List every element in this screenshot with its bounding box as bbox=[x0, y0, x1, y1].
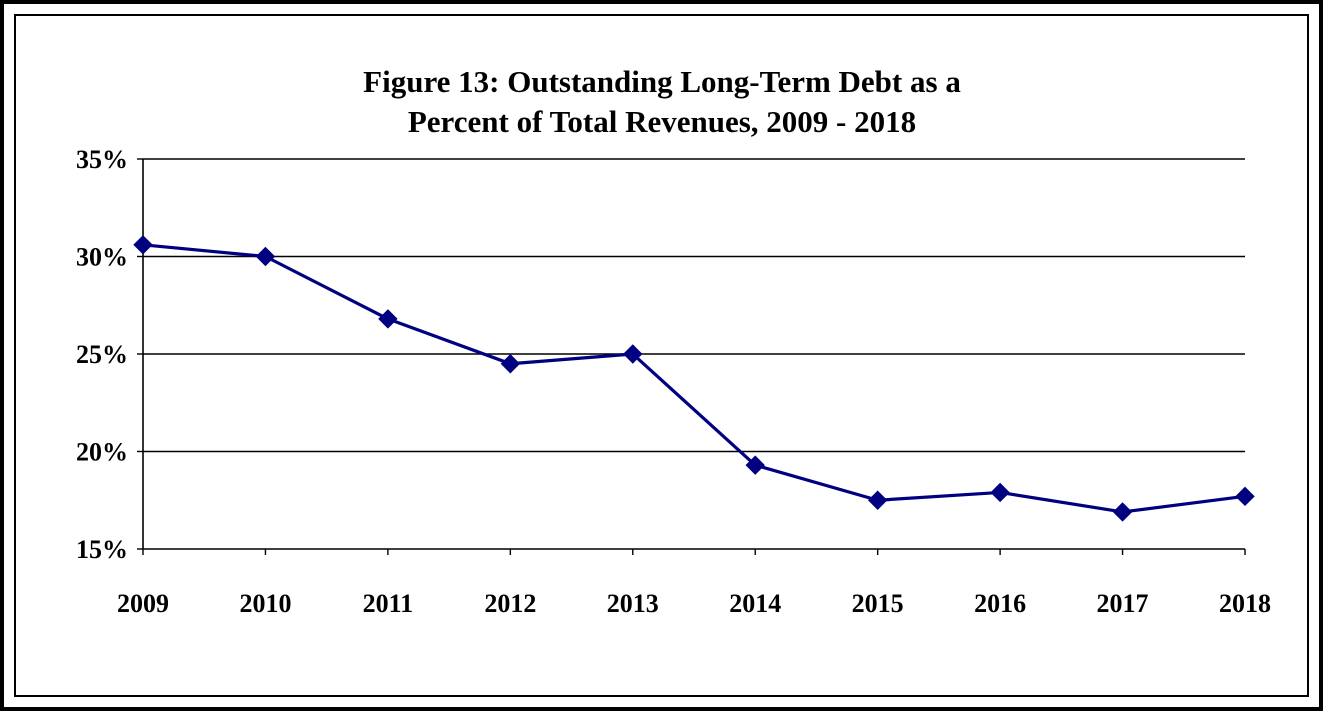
gridlines bbox=[143, 158, 1245, 453]
x-tick-label: 2014 bbox=[729, 589, 781, 618]
x-tick-label: 2012 bbox=[484, 589, 536, 618]
x-tick-label: 2017 bbox=[1097, 589, 1149, 618]
chart-title-line: Figure 13: Outstanding Long-Term Debt as… bbox=[363, 64, 961, 99]
series-polyline bbox=[142, 243, 1246, 514]
data-point-marker bbox=[990, 482, 1010, 503]
x-tick-label: 2015 bbox=[852, 589, 904, 618]
axes bbox=[137, 158, 1246, 555]
x-tick-label: 2018 bbox=[1219, 589, 1271, 618]
y-tick-label: 15% bbox=[76, 535, 128, 564]
x-tick-label: 2011 bbox=[363, 589, 414, 618]
data-point-marker bbox=[623, 344, 643, 364]
y-tick-label: 30% bbox=[76, 243, 128, 272]
data-point-marker bbox=[500, 354, 521, 374]
chart-title: Figure 13: Outstanding Long-Term Debt as… bbox=[363, 64, 961, 139]
data-point-marker bbox=[745, 455, 765, 475]
y-tick-label: 20% bbox=[76, 438, 128, 467]
y-tick-label: 25% bbox=[76, 340, 128, 369]
data-point-marker bbox=[867, 490, 888, 510]
x-tick-label: 2016 bbox=[974, 589, 1026, 618]
chart-title-line: Percent of Total Revenues, 2009 - 2018 bbox=[408, 104, 916, 139]
data-point-marker bbox=[133, 235, 153, 255]
x-tick-label: 2010 bbox=[239, 589, 291, 618]
data-point-marker bbox=[378, 309, 398, 329]
series-markers bbox=[133, 235, 1255, 522]
x-tick-labels: 2009 2010 2011 2012 2013 2014 2015 2016 2017 2018 bbox=[117, 589, 1271, 618]
data-point-marker bbox=[1235, 486, 1255, 507]
data-point-marker bbox=[1112, 502, 1133, 522]
inner-border bbox=[14, 14, 1309, 697]
y-tick-labels: 15% 20% 25% 30% 35% bbox=[76, 145, 128, 564]
series-line bbox=[142, 243, 1246, 514]
data-point-marker bbox=[255, 246, 276, 267]
x-tick-label: 2009 bbox=[117, 589, 169, 618]
y-tick-label: 35% bbox=[76, 145, 128, 174]
x-tick-label: 2013 bbox=[607, 589, 659, 618]
